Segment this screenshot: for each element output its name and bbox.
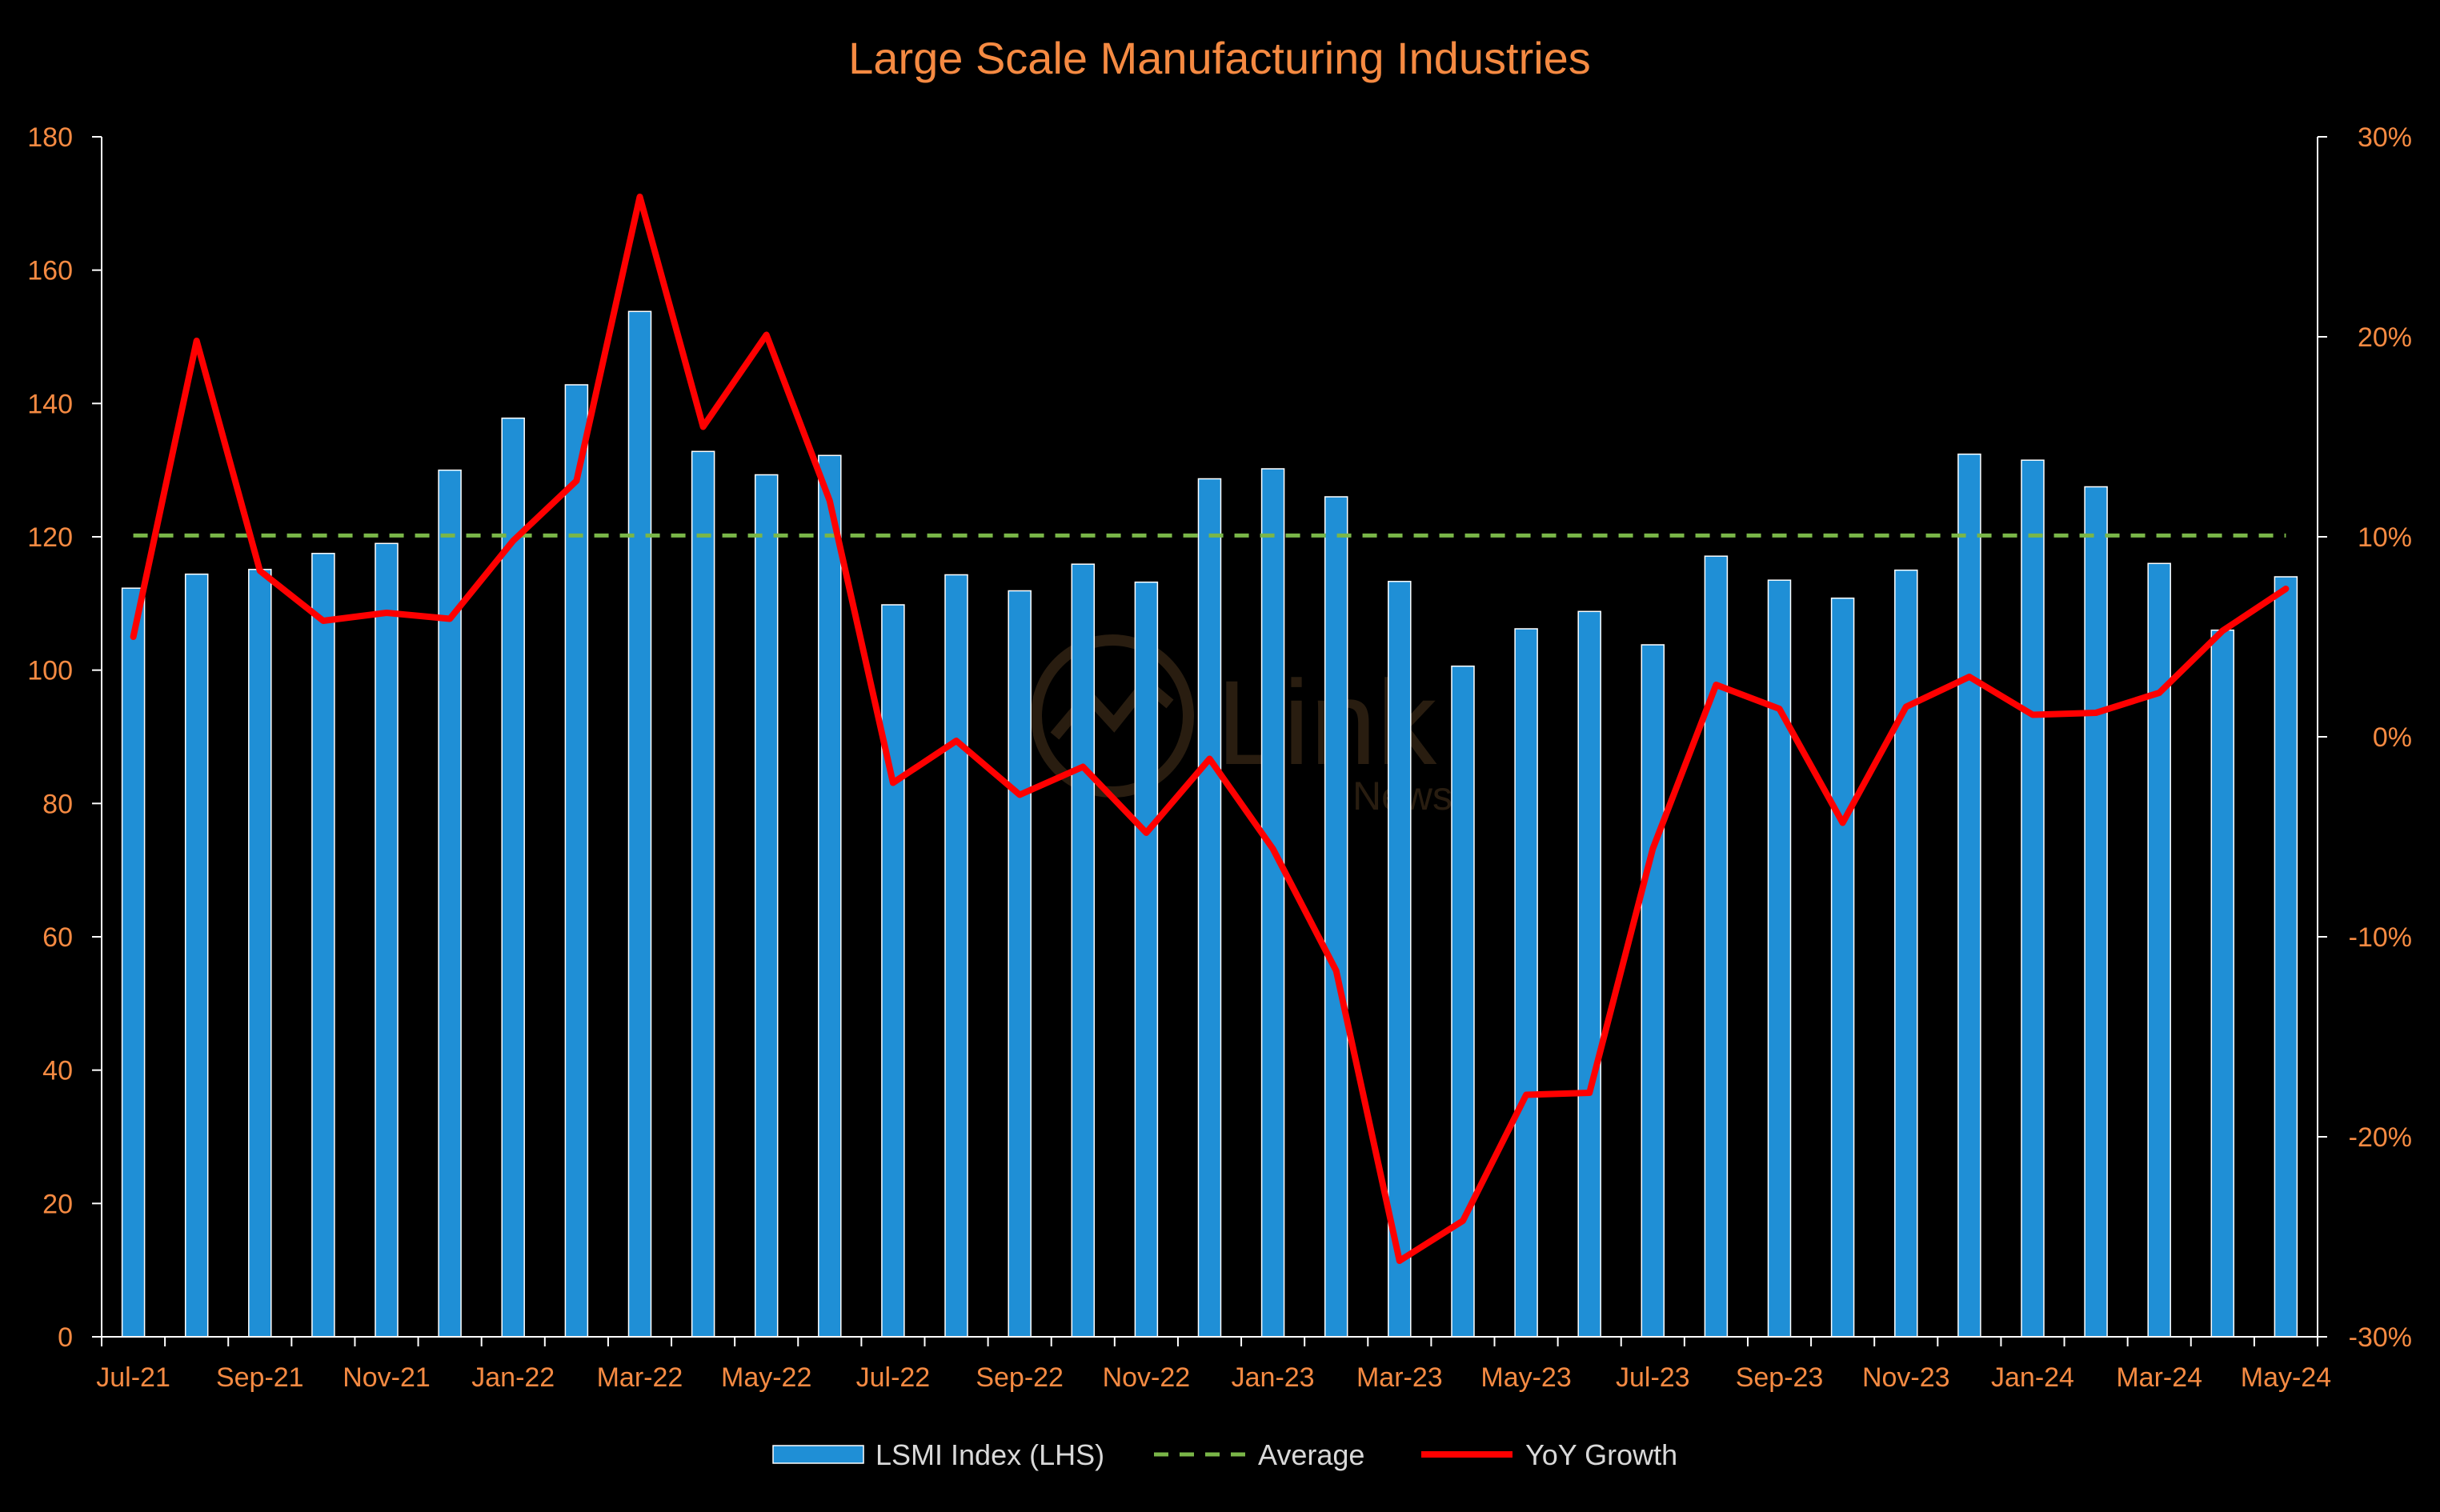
bar-lsmi-Dec-23 xyxy=(1957,453,1981,1338)
x-tick-label: Sep-22 xyxy=(976,1362,1064,1393)
x-tick-label: Nov-21 xyxy=(343,1362,431,1393)
left-tick-label: 80 xyxy=(42,789,73,819)
bar-lsmi-Aug-23 xyxy=(1704,555,1729,1338)
bar-lsmi-Sep-22 xyxy=(1008,590,1032,1338)
right-tick-label: -20% xyxy=(2349,1122,2412,1153)
left-tick-label: 100 xyxy=(27,656,73,686)
x-tick-label: Jul-23 xyxy=(1616,1362,1690,1393)
bar-lsmi-Jul-22 xyxy=(881,604,905,1338)
bar-lsmi-Jan-22 xyxy=(501,417,525,1338)
x-tick-label: Sep-23 xyxy=(1736,1362,1824,1393)
bar-lsmi-Aug-22 xyxy=(944,574,968,1338)
x-tick-label: Mar-22 xyxy=(597,1362,683,1393)
legend-label-yoy: YoY Growth xyxy=(1525,1438,1677,1471)
bar-lsmi-Dec-21 xyxy=(438,469,462,1338)
right-tick-label: 10% xyxy=(2358,522,2412,553)
bar-lsmi-Dec-22 xyxy=(1197,478,1222,1338)
watermark-logo-circle xyxy=(1031,634,1194,798)
left-tick-label: 0 xyxy=(58,1322,73,1353)
bar-lsmi-Jul-21 xyxy=(121,587,146,1338)
x-tick-label: May-22 xyxy=(721,1362,811,1393)
bar-lsmi-Mar-22 xyxy=(627,310,652,1338)
bar-lsmi-Oct-21 xyxy=(311,553,335,1338)
x-tick-label: Mar-23 xyxy=(1356,1362,1443,1393)
legend: LSMI Index (LHS) Average YoY Growth xyxy=(772,1438,1677,1471)
plot-area: 0 20 40 60 80 100 120 140 160 180 -30% -20% -10% 0% 10… xyxy=(27,122,2412,1393)
bar-lsmi-Mar-24 xyxy=(2147,562,2171,1338)
bar-lsmi-Feb-24 xyxy=(2084,486,2108,1338)
bar-lsmi-Feb-22 xyxy=(564,384,589,1338)
left-tick-label: 120 xyxy=(27,522,73,553)
bar-lsmi-Sep-21 xyxy=(248,569,272,1338)
x-tick-label: Sep-21 xyxy=(216,1362,304,1393)
x-tick-label: Jan-22 xyxy=(471,1362,555,1393)
right-tick-label: 30% xyxy=(2358,122,2412,153)
right-tick-label: 20% xyxy=(2358,322,2412,353)
bar-lsmi-Nov-21 xyxy=(375,542,399,1338)
bar-lsmi-Jun-22 xyxy=(818,454,842,1338)
legend-label-lsmi: LSMI Index (LHS) xyxy=(875,1438,1104,1471)
bar-lsmi-Apr-24 xyxy=(2210,629,2235,1338)
bar-lsmi-Jan-23 xyxy=(1260,468,1285,1338)
left-tick-label: 160 xyxy=(27,256,73,286)
legend-swatch-lsmi xyxy=(772,1445,864,1464)
bar-lsmi-May-22 xyxy=(754,474,779,1338)
left-tick-label: 60 xyxy=(42,922,73,953)
bar-lsmi-May-23 xyxy=(1514,628,1538,1338)
x-tick-label: Jan-24 xyxy=(1991,1362,2074,1393)
left-tick-label: 20 xyxy=(42,1189,73,1219)
bar-lsmi-May-24 xyxy=(2274,576,2298,1338)
x-tick-label: Mar-24 xyxy=(2116,1362,2202,1393)
bar-lsmi-Apr-23 xyxy=(1451,665,1475,1338)
left-tick-label: 180 xyxy=(27,122,73,153)
x-tick-label: Jul-21 xyxy=(96,1362,170,1393)
bar-lsmi-Oct-22 xyxy=(1071,563,1096,1338)
left-tick-label: 140 xyxy=(27,389,73,419)
x-tick-label: Jan-23 xyxy=(1232,1362,1315,1393)
right-tick-label: 0% xyxy=(2373,722,2412,753)
bar-lsmi-Aug-21 xyxy=(184,573,209,1338)
bar-lsmi-Sep-23 xyxy=(1767,579,1792,1338)
bar-lsmi-Jun-23 xyxy=(1577,610,1601,1338)
left-tick-label: 40 xyxy=(42,1056,73,1086)
right-tick-label: -30% xyxy=(2349,1322,2412,1353)
x-tick-label: Nov-23 xyxy=(1862,1362,1950,1393)
chart-title: Large Scale Manufacturing Industries xyxy=(848,33,1591,83)
x-tick-label: May-23 xyxy=(1480,1362,1571,1393)
bar-lsmi-Jan-24 xyxy=(2021,459,2045,1338)
bar-lsmi-Nov-22 xyxy=(1134,581,1159,1338)
yoy-growth-line xyxy=(130,194,2290,1264)
bar-lsmi-Apr-22 xyxy=(691,450,715,1338)
bar-lsmi-Oct-23 xyxy=(1830,597,1855,1338)
bar-lsmi-Nov-23 xyxy=(1894,569,1918,1338)
legend-label-average: Average xyxy=(1258,1438,1364,1471)
right-tick-label: -10% xyxy=(2349,922,2412,953)
x-tick-label: May-24 xyxy=(2241,1362,2331,1393)
x-tick-label: Nov-22 xyxy=(1103,1362,1191,1393)
x-tick-label: Jul-22 xyxy=(856,1362,931,1393)
bar-lsmi-Feb-23 xyxy=(1324,496,1348,1338)
bar-lsmi-Jul-23 xyxy=(1641,644,1665,1338)
